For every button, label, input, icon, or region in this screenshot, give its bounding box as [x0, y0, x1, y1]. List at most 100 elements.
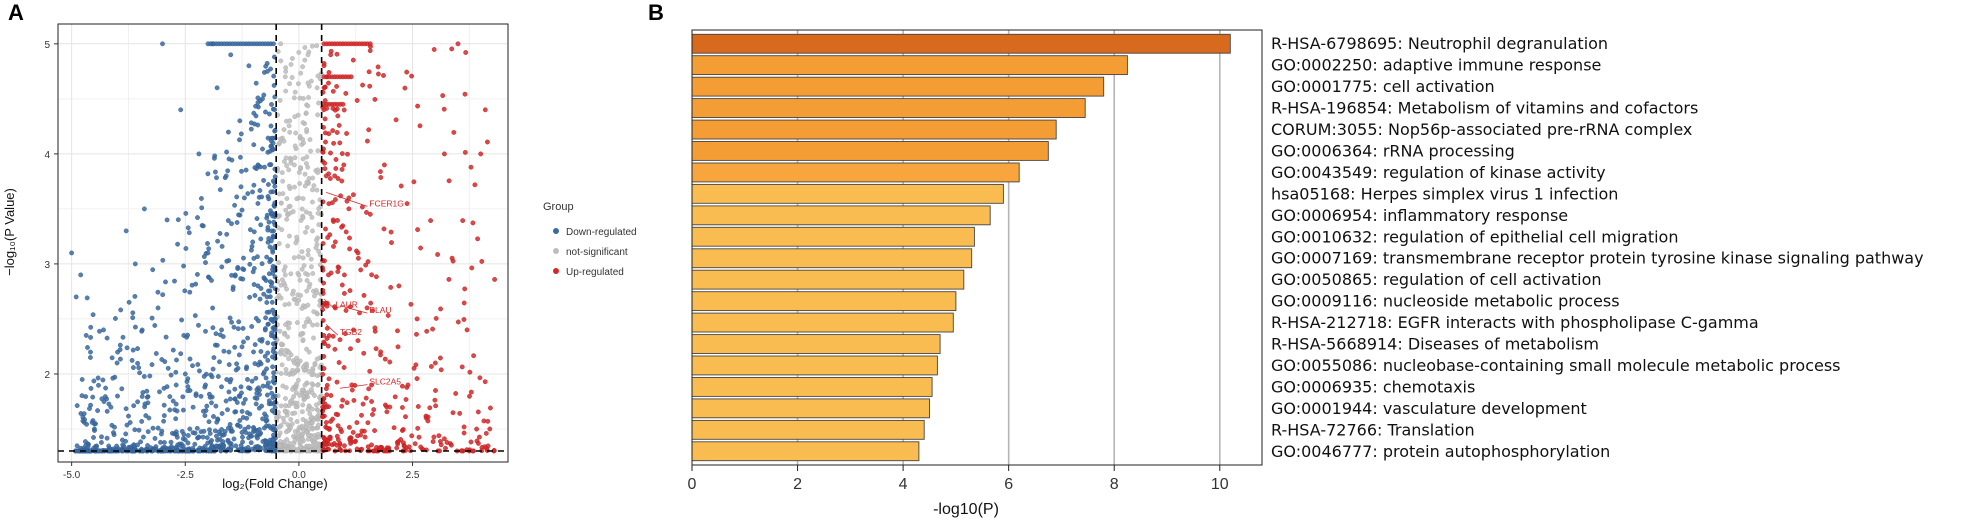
point-down-regulated: [88, 334, 94, 340]
point-up-regulated: [412, 441, 418, 447]
point-not-significant: [289, 397, 295, 403]
point-down-regulated: [246, 385, 251, 391]
bar-category-label: GO:0007169: transmembrane receptor prote…: [1271, 249, 1924, 268]
point-down-regulated: [217, 359, 222, 365]
point-up-regulated: [364, 209, 369, 215]
point-down-regulated: [211, 355, 217, 360]
point-down-regulated: [265, 182, 271, 187]
point-not-significant: [284, 448, 289, 454]
point-down-regulated: [254, 395, 260, 401]
point-down-regulated: [237, 137, 242, 143]
point-not-significant: [315, 148, 321, 154]
point-up-regulated: [403, 397, 409, 402]
point-down-regulated: [251, 349, 256, 355]
point-not-significant: [292, 114, 298, 120]
point-down-regulated: [123, 431, 129, 437]
point-not-significant: [316, 222, 322, 228]
point-up-regulated: [475, 440, 481, 446]
point-up-regulated: [409, 433, 415, 439]
point-down-regulated: [130, 315, 136, 321]
point-down-regulated: [235, 264, 241, 270]
point-up-regulated: [340, 397, 346, 403]
point-down-regulated: [267, 279, 273, 285]
point-not-significant: [289, 75, 295, 80]
point-up-regulated: [462, 91, 468, 97]
point-down-regulated: [229, 157, 235, 163]
point-down-regulated: [185, 440, 191, 446]
point-not-significant: [278, 403, 284, 409]
point-not-significant: [287, 440, 293, 446]
point-down-regulated: [264, 300, 270, 305]
point-not-significant: [298, 331, 304, 337]
point-up-regulated: [339, 178, 345, 184]
point-up-regulated: [433, 388, 438, 393]
point-down-regulated: [158, 439, 163, 445]
point-up-regulated: [324, 336, 330, 341]
point-down-regulated: [208, 444, 214, 450]
point-down-regulated: [272, 174, 278, 180]
point-up-regulated: [478, 151, 484, 157]
point-down-regulated: [180, 407, 186, 413]
point-not-significant: [281, 159, 287, 164]
point-not-significant: [287, 118, 293, 124]
point-not-significant: [286, 356, 291, 361]
point-down-regulated: [255, 283, 261, 289]
point-up-regulated: [347, 288, 353, 293]
point-up-regulated: [339, 166, 345, 172]
point-up-regulated: [323, 139, 328, 145]
point-down-regulated: [183, 210, 189, 216]
point-down-regulated: [126, 299, 132, 305]
point-up-regulated: [370, 308, 375, 314]
point-up-regulated: [337, 140, 343, 146]
point-down-regulated: [249, 243, 255, 249]
point-up-regulated: [416, 434, 422, 440]
point-down-regulated: [230, 287, 236, 292]
point-down-regulated: [136, 427, 142, 433]
point-not-significant: [296, 254, 302, 260]
point-not-significant: [286, 167, 292, 173]
point-not-significant: [310, 426, 315, 432]
point-not-significant: [282, 74, 288, 80]
point-down-regulated: [173, 401, 179, 407]
point-not-significant: [294, 381, 299, 387]
point-up-regulated: [484, 139, 490, 145]
point-down-regulated: [258, 222, 264, 228]
point-down-regulated: [260, 96, 265, 102]
legend-marker-down: [553, 228, 559, 234]
point-down-regulated: [241, 339, 246, 345]
point-down-regulated: [245, 191, 251, 197]
point-up-regulated: [339, 403, 345, 409]
point-down-regulated: [231, 324, 237, 330]
point-up-regulated: [360, 82, 365, 88]
bar: [691, 312, 954, 333]
point-up-regulated: [323, 441, 328, 446]
point-down-regulated: [141, 206, 147, 212]
point-down-regulated: [198, 393, 204, 399]
point-down-regulated: [196, 322, 201, 328]
point-down-regulated: [139, 328, 145, 334]
panel-a-label: A: [8, 0, 24, 25]
point-down-regulated: [271, 380, 277, 386]
point-not-significant: [300, 416, 306, 422]
point-not-significant: [286, 123, 292, 129]
point-not-significant: [309, 415, 315, 420]
bar-chart: R-HSA-6798695: Neutrophil degranulation G…: [688, 29, 1924, 493]
point-down-regulated: [252, 342, 258, 347]
point-down-regulated: [270, 395, 276, 400]
point-down-regulated: [243, 366, 249, 372]
point-not-significant: [307, 137, 313, 143]
point-down-regulated: [203, 382, 208, 388]
point-not-significant: [292, 438, 298, 444]
point-up-regulated: [457, 410, 463, 416]
volcano-legend: Group Down-regulated not-significant Up-…: [543, 201, 637, 278]
point-up-regulated: [322, 116, 328, 122]
point-down-regulated: [161, 413, 167, 418]
point-not-significant: [309, 43, 315, 49]
point-not-significant: [292, 89, 298, 95]
point-up-regulated: [414, 331, 419, 337]
bar: [691, 98, 1086, 118]
point-up-regulated: [322, 84, 328, 90]
point-down-regulated: [194, 425, 200, 431]
point-not-significant: [314, 290, 320, 296]
x-tick-label: -5.0: [63, 470, 81, 481]
